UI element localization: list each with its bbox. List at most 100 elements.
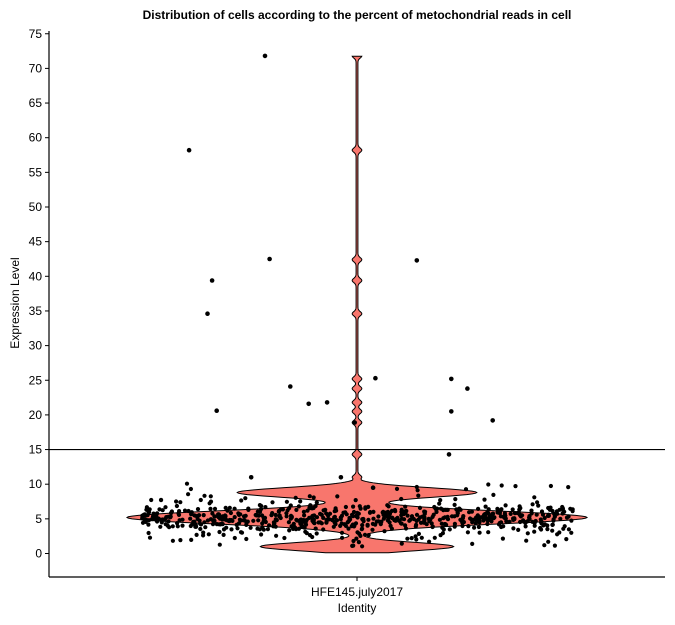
data-point (424, 522, 429, 527)
data-point (355, 510, 360, 515)
data-point (551, 518, 556, 523)
data-point (287, 528, 292, 533)
data-point (296, 504, 301, 509)
data-point (416, 493, 421, 498)
data-point (284, 511, 289, 516)
data-point (452, 514, 457, 519)
data-point (195, 507, 201, 512)
data-point (433, 506, 438, 511)
data-point (246, 506, 251, 511)
data-point (507, 519, 512, 524)
data-point (163, 522, 168, 527)
data-point (174, 499, 179, 504)
data-point (477, 530, 482, 535)
y-tick-label: 45 (29, 235, 43, 249)
data-point (294, 507, 299, 512)
data-point (163, 505, 168, 510)
data-point (395, 515, 400, 520)
data-point (480, 514, 485, 520)
data-point (500, 536, 505, 541)
data-point (437, 501, 442, 506)
data-point (362, 532, 368, 537)
data-point (361, 519, 366, 524)
data-point (351, 504, 356, 509)
data-point (485, 521, 490, 527)
data-point (276, 508, 282, 514)
data-point (324, 511, 329, 516)
data-point (495, 506, 500, 511)
data-point (159, 520, 164, 525)
outlier-point (373, 375, 378, 381)
data-point (546, 505, 551, 511)
y-tick-label: 50 (29, 200, 43, 214)
data-point (403, 504, 408, 509)
data-point (498, 514, 503, 519)
data-point (491, 511, 496, 516)
data-point (255, 509, 260, 514)
y-tick-label: 30 (29, 339, 43, 353)
data-point (344, 512, 349, 517)
data-point (454, 507, 459, 512)
data-point (229, 518, 234, 523)
data-point (399, 496, 404, 502)
data-point (244, 536, 249, 542)
y-tick-label: 40 (29, 269, 43, 283)
data-point (441, 527, 446, 532)
data-point (569, 518, 574, 523)
data-point (518, 506, 523, 511)
data-point (542, 522, 548, 527)
violin-body (125, 55, 589, 554)
data-point (314, 500, 319, 505)
data-point (570, 509, 575, 514)
data-point (434, 509, 439, 515)
data-point (355, 514, 360, 519)
data-point (149, 497, 154, 503)
data-point (486, 482, 491, 487)
data-point (243, 496, 248, 501)
data-point (351, 538, 356, 544)
data-point (353, 498, 358, 503)
data-point (323, 507, 328, 512)
data-point (447, 527, 452, 532)
data-point (182, 508, 188, 513)
data-point (371, 509, 376, 514)
y-tick-label: 20 (29, 408, 43, 422)
data-point (302, 520, 307, 525)
data-point (350, 543, 355, 549)
data-point (274, 533, 279, 538)
chart-title: Distribution of cells according to the p… (143, 8, 572, 22)
data-point (293, 495, 298, 500)
data-point (188, 486, 193, 492)
data-point (327, 511, 333, 516)
data-point (208, 494, 213, 499)
data-point (189, 510, 194, 515)
data-point (232, 535, 237, 541)
data-point (244, 522, 249, 528)
data-point (221, 527, 227, 532)
data-point (353, 521, 359, 526)
data-point (307, 515, 312, 521)
data-point (422, 518, 427, 524)
data-point (445, 507, 450, 512)
data-point (437, 517, 442, 522)
data-point (284, 514, 289, 519)
data-point (508, 511, 513, 516)
data-point (540, 512, 546, 517)
data-point (373, 522, 378, 527)
data-point (527, 514, 532, 519)
data-point (466, 524, 471, 529)
data-point (154, 517, 159, 523)
data-point (569, 530, 574, 535)
data-point (287, 506, 292, 511)
outlier-point (352, 420, 358, 425)
data-point (260, 513, 265, 518)
data-point (486, 530, 491, 535)
data-point (356, 540, 361, 545)
data-point (298, 499, 303, 504)
data-point (284, 499, 289, 504)
data-point (140, 513, 145, 518)
data-point (564, 537, 569, 542)
outlier-point (262, 53, 268, 59)
outlier-point (306, 401, 312, 407)
data-point (241, 514, 247, 519)
